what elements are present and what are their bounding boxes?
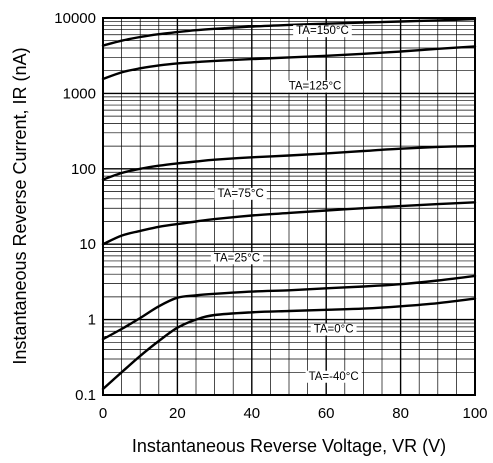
series-label-background: [285, 80, 345, 93]
x-tick-label: 20: [169, 405, 186, 422]
series-label-background: [210, 252, 264, 265]
x-tick-label: 40: [243, 405, 260, 422]
series-label: TA=75°C: [218, 188, 264, 200]
y-tick-labels: 0.1 1 10 100 1000 10000: [54, 10, 96, 404]
x-tick-labels: 0 20 40 60 80 100: [99, 405, 488, 422]
series-line: [101, 45, 477, 81]
series-label-background: [293, 25, 352, 38]
series-label-background: [214, 187, 267, 200]
y-tick-label: 10: [79, 236, 96, 253]
series-line: [101, 274, 477, 341]
plot-frame: [102, 17, 476, 396]
series-label: TA=125°C: [289, 81, 342, 93]
series-curves: [101, 17, 477, 391]
grid-lines: [103, 18, 475, 395]
y-axis-label: Instantaneous Reverse Current, IR (nA): [10, 47, 30, 364]
series-line: [101, 17, 477, 47]
series-label: TA=25°C: [214, 252, 260, 264]
y-tick-label: 0.1: [75, 387, 96, 404]
x-tick-label: 100: [462, 405, 487, 422]
series-line: [101, 201, 477, 246]
x-tick-label: 60: [318, 405, 335, 422]
y-tick-label: 100: [71, 161, 96, 178]
x-tick-label: 80: [392, 405, 409, 422]
series-label: TA=-40°C: [309, 371, 359, 383]
series-label: TA=0°C: [314, 324, 354, 336]
series-labels: TA=150°C TA=125°C TA=75°C TA=25°C TA=0°C TA=-…: [210, 25, 362, 383]
series-line: [101, 297, 477, 391]
series-line: [101, 144, 477, 181]
y-tick-label: 1: [88, 312, 96, 329]
x-axis-label: Instantaneous Reverse Voltage, VR (V): [132, 436, 446, 456]
series-label: TA=150°C: [296, 25, 349, 37]
x-tick-label: 0: [99, 405, 107, 422]
series-label-background: [310, 323, 357, 336]
y-tick-label: 1000: [63, 85, 96, 102]
y-tick-label: 10000: [54, 10, 96, 27]
series-label-background: [305, 370, 362, 383]
